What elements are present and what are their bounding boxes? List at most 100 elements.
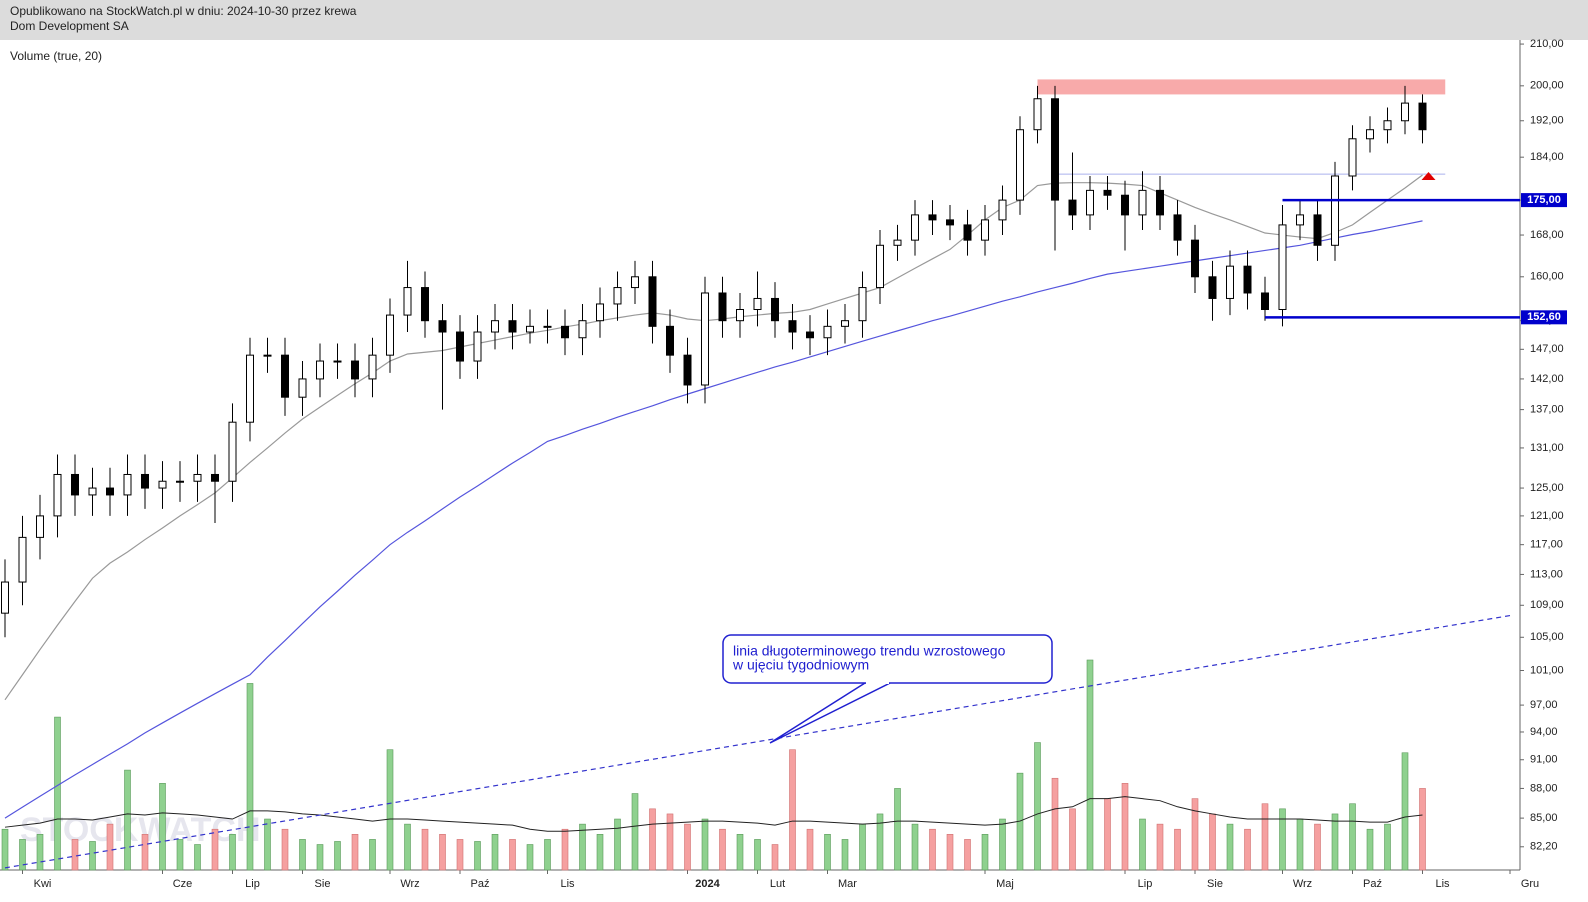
volume-bar [71,839,79,871]
volume-bar [824,834,831,871]
candle-body [1191,239,1199,278]
volume-bar [1384,823,1391,871]
header-bar [0,0,1588,40]
volume-bar [841,839,849,871]
volume-bar [1261,803,1269,871]
candle-body [1138,189,1147,216]
volume-bar [631,793,639,871]
candle-body [193,473,202,482]
candle-body [596,303,604,322]
candle-body [771,297,779,322]
candle-body [141,473,149,489]
candle-body [718,292,727,322]
volume-bar [1191,798,1199,871]
candle-body [806,331,814,339]
volume-bar [1401,752,1409,871]
candle-body [1156,189,1164,216]
volume-bar [526,844,534,871]
volume-bar [736,834,744,871]
candle-body [351,360,359,380]
candle-body [158,480,167,489]
y-tick-label: 82,20 [1530,841,1558,853]
y-tick-label: 94,00 [1530,726,1558,738]
volume-bar [1419,788,1426,871]
volume-bar [614,818,621,871]
y-tick-label: 168,00 [1530,229,1564,241]
x-tick-label: Maj [996,878,1014,890]
volume-bar [351,834,359,871]
volume-bar [211,828,219,871]
volume-bar [474,841,481,871]
y-tick-label: 109,00 [1530,599,1564,611]
candle-body [1103,189,1112,196]
y-tick-label: 160,00 [1530,271,1564,283]
y-tick-label: 105,00 [1530,631,1564,643]
volume-bar [1279,808,1286,871]
candle-body [1086,189,1094,216]
signal-marker [1421,171,1436,180]
volume-bar [1,828,9,871]
y-tick-label: 121,00 [1530,510,1564,522]
volume-bar [386,749,394,871]
volume-bar [281,828,289,871]
volume-bar [544,839,551,871]
y-tick-label: 97,00 [1530,699,1558,711]
volume-bar [439,834,446,871]
candle-body [246,354,254,423]
candle-body [543,325,552,328]
x-tick-label: Lip [245,878,260,890]
resistance-zone [1037,79,1446,95]
volume-bar [1174,828,1181,871]
candle-body [473,331,482,362]
volume-bar [141,834,149,871]
volume-bar [579,823,586,871]
volume-bar [176,839,184,871]
volume-bar [1156,823,1164,871]
volume-bar [596,834,604,871]
volume-bar [894,788,901,871]
candle-body [508,320,517,333]
volume-bar [876,813,884,871]
candle-body [736,309,744,322]
volume-bar [404,823,411,871]
price-label: 175,00 [1527,194,1561,206]
x-tick-label: Wrz [400,878,419,890]
candle-body [631,276,639,289]
volume-bar [1349,803,1356,871]
candle-body [998,199,1007,221]
y-tick-label: 113,00 [1530,568,1563,580]
candle-body [316,360,324,380]
candle-body [1051,98,1059,201]
x-tick-label: Mar [838,878,857,890]
x-tick-label: Lis [1435,878,1450,890]
candle-body [1208,276,1217,299]
volume-bar [19,839,26,871]
volume-bar [1139,818,1146,871]
volume-bar [999,818,1006,871]
annotation-line: linia długoterminowego trendu wzrostoweg… [733,643,1006,659]
y-tick-label: 101,00 [1530,664,1564,676]
candle-body [71,473,79,496]
volume-bar [1069,808,1076,871]
volume-bar [859,823,866,871]
candle-body [946,219,954,226]
candle-body [403,287,412,316]
y-tick-label: 210,00 [1530,38,1564,50]
candle-body [456,331,464,362]
x-tick-label: Paź [1363,878,1382,890]
volume-bar [789,749,796,871]
callout: linia długoterminowego trendu wzrostoweg… [722,634,1053,744]
candle-body [1348,138,1357,177]
price-label-bg [1521,310,1567,325]
y-tick-label: 137,00 [1530,404,1564,416]
candle-body [36,515,44,538]
volume-bar [806,828,814,871]
x-tick-label: Gru [1521,878,1539,890]
candle-body [1226,265,1234,299]
x-tick-label: Wrz [1293,878,1312,890]
volume-bar [929,828,936,871]
candle-body [1261,292,1269,311]
candle-body [1121,194,1129,216]
candle-body [561,325,569,339]
volume-bar [106,823,114,871]
